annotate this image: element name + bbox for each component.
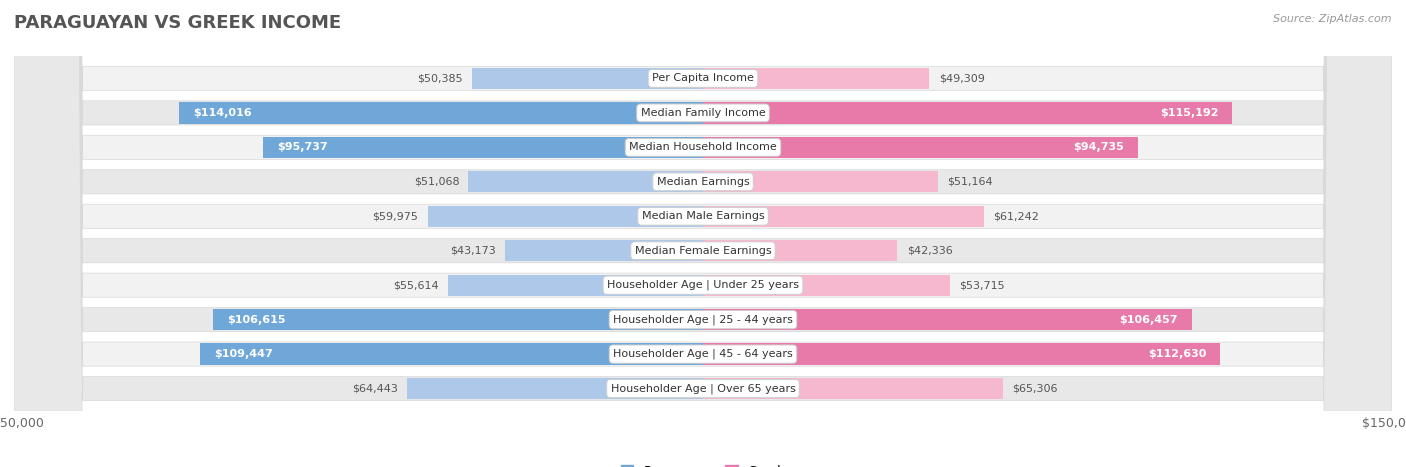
Text: $55,614: $55,614 — [392, 280, 439, 290]
FancyBboxPatch shape — [14, 0, 1392, 467]
FancyBboxPatch shape — [14, 0, 1392, 467]
Text: Householder Age | Over 65 years: Householder Age | Over 65 years — [610, 383, 796, 394]
Text: $51,164: $51,164 — [948, 177, 993, 187]
FancyBboxPatch shape — [14, 0, 1392, 467]
Bar — [703, 205, 984, 227]
Text: $51,068: $51,068 — [413, 177, 460, 187]
Bar — [200, 343, 703, 365]
FancyBboxPatch shape — [14, 0, 1392, 467]
Text: $94,735: $94,735 — [1074, 142, 1125, 152]
FancyBboxPatch shape — [14, 0, 1392, 467]
Text: $95,737: $95,737 — [277, 142, 328, 152]
Bar — [468, 171, 703, 192]
Text: $42,336: $42,336 — [907, 246, 952, 256]
Text: Median Female Earnings: Median Female Earnings — [634, 246, 772, 256]
Text: $109,447: $109,447 — [214, 349, 273, 359]
Text: Householder Age | 25 - 44 years: Householder Age | 25 - 44 years — [613, 314, 793, 325]
Text: $50,385: $50,385 — [416, 73, 463, 84]
Bar — [703, 68, 929, 89]
Bar — [263, 137, 703, 158]
Text: Median Male Earnings: Median Male Earnings — [641, 211, 765, 221]
FancyBboxPatch shape — [14, 0, 1392, 467]
Bar — [703, 171, 938, 192]
Bar — [703, 137, 1137, 158]
Legend: Paraguayan, Greek: Paraguayan, Greek — [616, 460, 790, 467]
Text: $61,242: $61,242 — [994, 211, 1039, 221]
Text: Median Earnings: Median Earnings — [657, 177, 749, 187]
Bar — [505, 240, 703, 262]
FancyBboxPatch shape — [14, 0, 1392, 467]
Bar — [703, 378, 1002, 399]
Text: $114,016: $114,016 — [193, 108, 252, 118]
Bar — [703, 240, 897, 262]
Bar — [471, 68, 703, 89]
Text: Source: ZipAtlas.com: Source: ZipAtlas.com — [1274, 14, 1392, 24]
Text: Median Household Income: Median Household Income — [628, 142, 778, 152]
Text: $53,715: $53,715 — [959, 280, 1004, 290]
Bar — [180, 102, 703, 124]
Text: $115,192: $115,192 — [1160, 108, 1218, 118]
Text: Median Family Income: Median Family Income — [641, 108, 765, 118]
Text: Per Capita Income: Per Capita Income — [652, 73, 754, 84]
Text: $106,615: $106,615 — [228, 315, 285, 325]
Text: PARAGUAYAN VS GREEK INCOME: PARAGUAYAN VS GREEK INCOME — [14, 14, 342, 32]
Text: Householder Age | Under 25 years: Householder Age | Under 25 years — [607, 280, 799, 290]
Text: $59,975: $59,975 — [373, 211, 419, 221]
FancyBboxPatch shape — [14, 0, 1392, 467]
Bar — [703, 309, 1192, 330]
FancyBboxPatch shape — [14, 0, 1392, 467]
Bar — [406, 378, 703, 399]
Bar — [703, 275, 949, 296]
Text: $49,309: $49,309 — [939, 73, 984, 84]
Bar — [703, 102, 1232, 124]
Text: $112,630: $112,630 — [1149, 349, 1206, 359]
Bar — [214, 309, 703, 330]
Bar — [703, 343, 1220, 365]
Text: Householder Age | 45 - 64 years: Householder Age | 45 - 64 years — [613, 349, 793, 359]
Text: $43,173: $43,173 — [450, 246, 495, 256]
FancyBboxPatch shape — [14, 0, 1392, 467]
Text: $106,457: $106,457 — [1119, 315, 1178, 325]
Bar — [427, 205, 703, 227]
Text: $64,443: $64,443 — [352, 383, 398, 394]
Bar — [447, 275, 703, 296]
Text: $65,306: $65,306 — [1012, 383, 1057, 394]
